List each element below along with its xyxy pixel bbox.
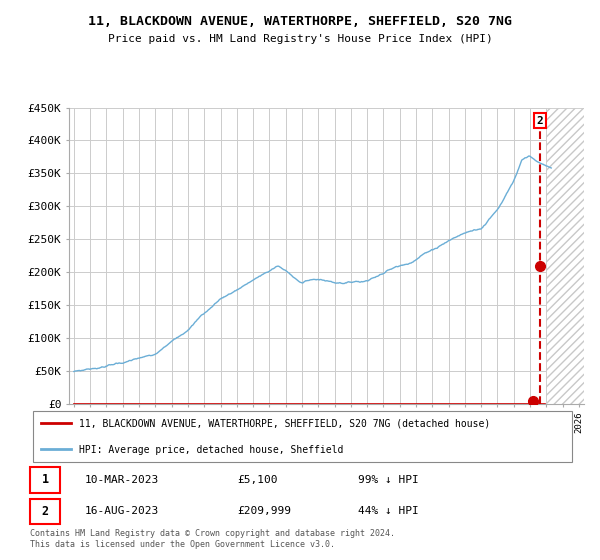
Text: 1: 1 <box>41 473 49 487</box>
Text: 10-MAR-2023: 10-MAR-2023 <box>85 475 159 485</box>
FancyBboxPatch shape <box>30 498 60 524</box>
Text: £5,100: £5,100 <box>238 475 278 485</box>
Text: £209,999: £209,999 <box>238 506 292 516</box>
Text: 11, BLACKDOWN AVENUE, WATERTHORPE, SHEFFIELD, S20 7NG (detached house): 11, BLACKDOWN AVENUE, WATERTHORPE, SHEFF… <box>79 418 490 428</box>
Text: 16-AUG-2023: 16-AUG-2023 <box>85 506 159 516</box>
FancyBboxPatch shape <box>30 467 60 493</box>
FancyBboxPatch shape <box>33 411 572 462</box>
Text: 99% ↓ HPI: 99% ↓ HPI <box>358 475 418 485</box>
Text: 2: 2 <box>41 505 49 518</box>
Text: Price paid vs. HM Land Registry's House Price Index (HPI): Price paid vs. HM Land Registry's House … <box>107 34 493 44</box>
Text: 44% ↓ HPI: 44% ↓ HPI <box>358 506 418 516</box>
Text: 11, BLACKDOWN AVENUE, WATERTHORPE, SHEFFIELD, S20 7NG: 11, BLACKDOWN AVENUE, WATERTHORPE, SHEFF… <box>88 15 512 27</box>
Text: 2: 2 <box>537 116 544 125</box>
Text: HPI: Average price, detached house, Sheffield: HPI: Average price, detached house, Shef… <box>79 445 344 455</box>
Text: Contains HM Land Registry data © Crown copyright and database right 2024.
This d: Contains HM Land Registry data © Crown c… <box>30 529 395 549</box>
